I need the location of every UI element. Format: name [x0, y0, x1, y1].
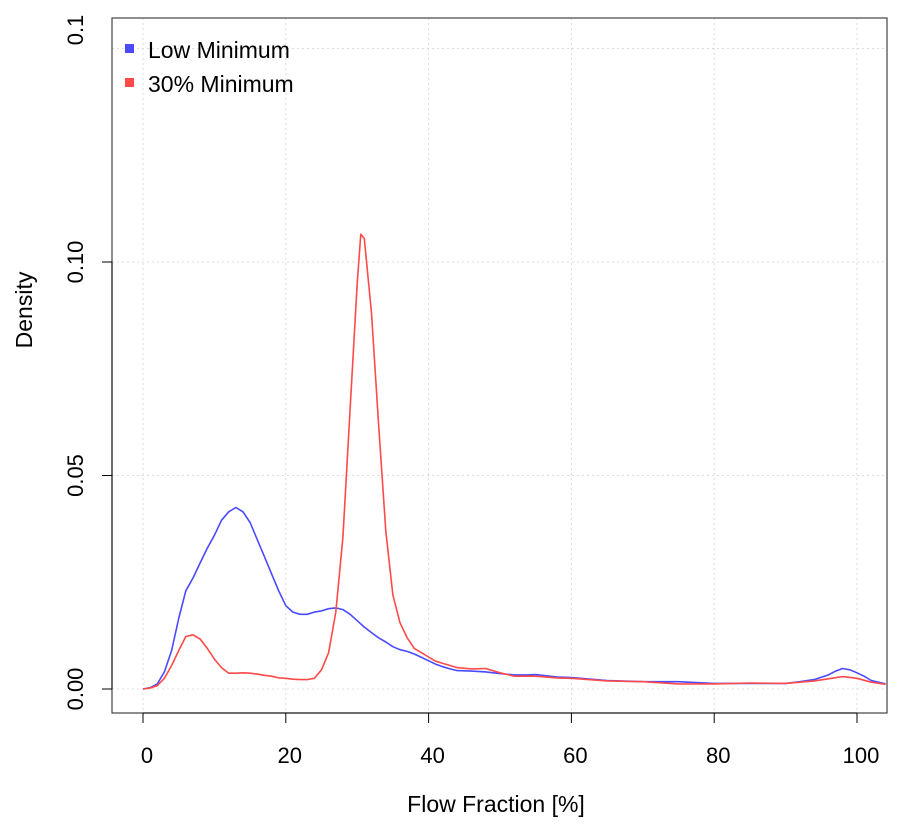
x-tick-label: 60: [563, 743, 587, 768]
legend-label-1: 30% Minimum: [148, 71, 294, 97]
plot-frame: [111, 17, 888, 714]
x-axis-title: Flow Fraction [%]: [407, 791, 585, 817]
legend-label-0: Low Minimum: [148, 37, 290, 63]
y-tick-label: 0.05: [63, 454, 88, 497]
x-tick-label: 80: [706, 743, 730, 768]
y-tick-label: 0.00: [63, 668, 88, 711]
legend-swatch-1: [125, 78, 134, 87]
x-tick-label: 100: [843, 743, 880, 768]
x-tick-label: 20: [278, 743, 302, 768]
x-axis: 0 20 40 60 80 100: [141, 712, 880, 768]
series-line-0: [142, 506, 886, 690]
y-axis-title: Density: [11, 271, 37, 348]
series-line-1: [142, 233, 886, 690]
series-lines: [142, 233, 886, 690]
legend: Low Minimum 30% Minimum: [125, 37, 294, 97]
y-axis: 0.00 0.05 0.10 0.1: [63, 15, 113, 711]
legend-swatch-0: [125, 44, 134, 53]
x-tick-label: 0: [141, 743, 153, 768]
y-tick-label: 0.1: [63, 15, 88, 46]
x-tick-label: 40: [420, 743, 444, 768]
y-tick-label: 0.10: [63, 241, 88, 284]
grid-lines: [112, 18, 887, 713]
